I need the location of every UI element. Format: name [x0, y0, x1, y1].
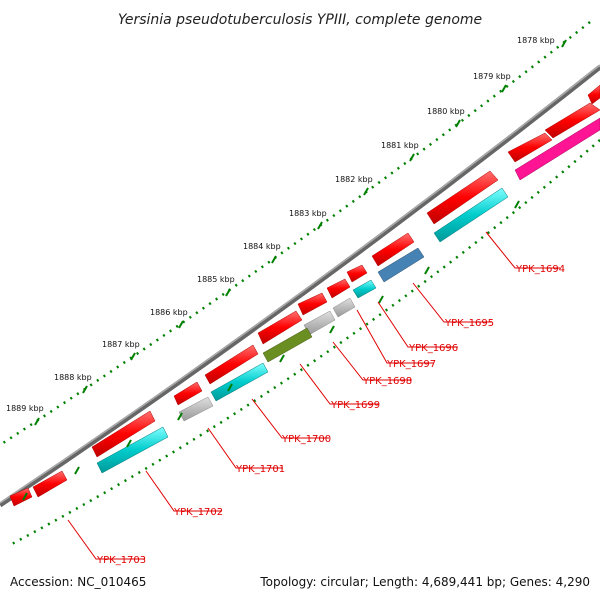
leader-line	[485, 231, 560, 269]
cds-block-cyan[interactable]	[210, 362, 269, 402]
leader-line	[67, 519, 145, 560]
leader-line	[412, 282, 492, 323]
inner-tick	[424, 266, 430, 275]
kbp-label: 1887 kbp	[102, 340, 140, 349]
accession-text: Accession: NC_010465	[10, 575, 146, 589]
inner-tick	[177, 412, 183, 421]
gene-label[interactable]: YPK_1700	[281, 434, 331, 445]
cds-block-cyan[interactable]	[96, 426, 169, 474]
inner-tick	[126, 439, 132, 448]
cds-block-magenta[interactable]	[514, 117, 600, 181]
gene-label[interactable]: YPK_1697	[386, 359, 436, 370]
inner-ticks	[22, 200, 520, 501]
gene-block[interactable]	[173, 381, 203, 406]
cds-block-gray[interactable]	[178, 396, 214, 422]
gene-block[interactable]	[346, 264, 368, 283]
leader-line	[145, 470, 222, 512]
kbp-label: 1883 kbp	[289, 209, 327, 218]
gene-block[interactable]	[507, 132, 553, 163]
gene-block[interactable]	[297, 292, 328, 316]
major-tick	[82, 385, 88, 394]
gene-block[interactable]	[371, 232, 415, 267]
leader-line	[356, 309, 434, 364]
major-tick	[501, 84, 507, 93]
inner-tick	[329, 325, 335, 334]
cds-track	[96, 117, 600, 474]
gene-label[interactable]: YPK_1696	[408, 343, 458, 354]
major-tick	[225, 288, 231, 297]
major-tick	[363, 187, 369, 196]
inner-tick	[279, 354, 285, 363]
kbp-label: 1879 kbp	[473, 72, 511, 81]
cds-block-blue[interactable]	[377, 247, 425, 283]
inner-tick	[74, 466, 80, 475]
major-tick	[561, 39, 567, 48]
inner-tick	[378, 295, 384, 304]
ruler-major-ticks	[34, 39, 567, 426]
cds-block-olive[interactable]	[262, 327, 313, 363]
gene-labels: YPK_1694 YPK_1695 YPK_1696 YPK_1697 YPK_…	[96, 264, 565, 566]
gene-label[interactable]: YPK_1695	[444, 318, 494, 329]
gene-leaders	[67, 231, 560, 560]
genome-backbone-highlight	[0, 64, 600, 504]
leader-line	[377, 301, 458, 348]
gene-track	[9, 84, 600, 507]
gene-label[interactable]: YPK_1698	[362, 376, 412, 387]
kbp-label: 1881 kbp	[381, 141, 419, 150]
gene-block[interactable]	[204, 344, 259, 385]
inner-ruler-arc	[9, 139, 600, 547]
kbp-label: 1880 kbp	[427, 107, 465, 116]
leader-line	[332, 341, 412, 381]
gene-label[interactable]: YPK_1702	[173, 507, 223, 518]
major-tick	[34, 417, 40, 426]
genome-backbone	[0, 65, 600, 508]
cds-block-cyan[interactable]	[433, 187, 509, 243]
gene-block[interactable]	[544, 102, 600, 139]
major-tick	[271, 255, 277, 264]
inner-tick	[227, 383, 233, 392]
gene-block[interactable]	[91, 410, 156, 458]
gene-label[interactable]: YPK_1694	[515, 264, 565, 275]
inner-tick	[22, 492, 28, 501]
gene-block[interactable]	[587, 84, 600, 105]
leader-line	[251, 398, 329, 439]
gene-label[interactable]: YPK_1699	[330, 400, 380, 411]
major-tick	[178, 320, 184, 329]
kbp-label: 1888 kbp	[54, 373, 92, 382]
gene-block[interactable]	[9, 487, 33, 507]
major-tick	[455, 119, 461, 128]
cds-block-gray[interactable]	[332, 297, 356, 318]
kbp-label: 1886 kbp	[150, 308, 188, 317]
gene-label[interactable]: YPK_1701	[235, 464, 285, 475]
leader-line	[299, 363, 378, 405]
major-tick	[130, 352, 136, 361]
map-title: Yersinia pseudotuberculosis YPIII, compl…	[118, 12, 482, 28]
gene-label[interactable]: YPK_1703	[96, 555, 146, 566]
kbp-label: 1889 kbp	[6, 404, 44, 413]
major-tick	[409, 153, 415, 162]
inner-tick	[514, 200, 520, 209]
gene-block[interactable]	[257, 310, 303, 345]
major-tick	[317, 221, 323, 230]
genome-summary-text: Topology: circular; Length: 4,689,441 bp…	[259, 575, 590, 589]
kbp-label: 1882 kbp	[335, 175, 373, 184]
leader-line	[207, 427, 283, 469]
gene-block[interactable]	[326, 278, 351, 299]
kbp-label: 1885 kbp	[197, 275, 235, 284]
gene-block[interactable]	[426, 170, 499, 225]
kbp-label: 1878 kbp	[517, 36, 555, 45]
gene-block[interactable]	[32, 470, 68, 498]
kbp-labels: 1878 kbp 1879 kbp 1880 kbp 1881 kbp 1882…	[6, 36, 555, 413]
kbp-label: 1884 kbp	[243, 242, 281, 251]
cds-block-cyan[interactable]	[352, 279, 377, 299]
